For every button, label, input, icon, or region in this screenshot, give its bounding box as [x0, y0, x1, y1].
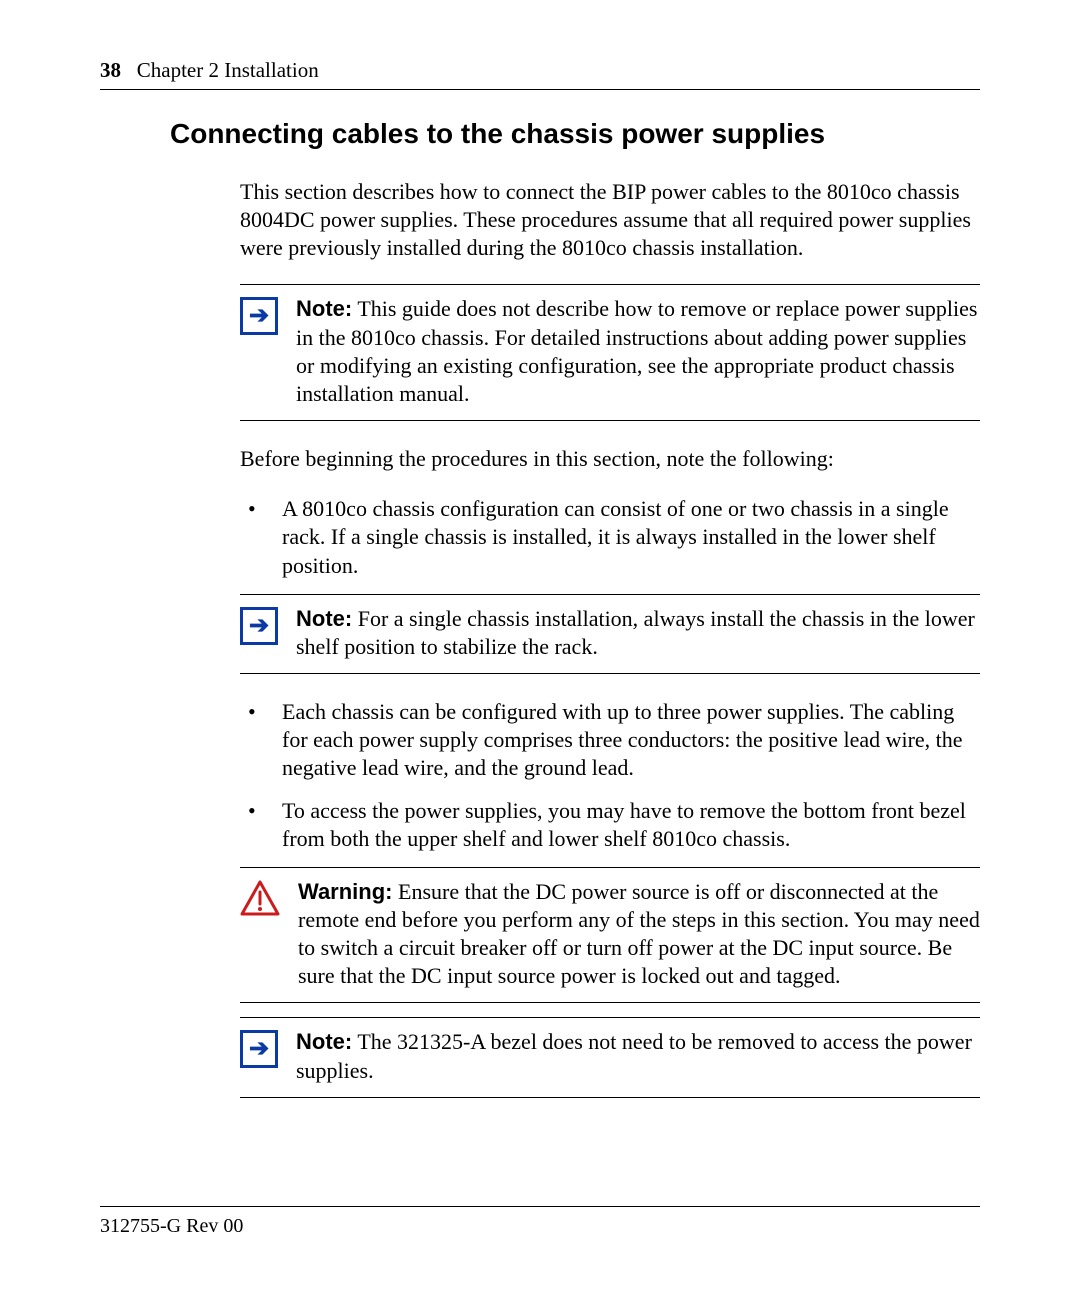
note-body: For a single chassis installation, alway… — [296, 606, 975, 659]
running-header: 38 Chapter 2 Installation — [100, 58, 980, 90]
paragraph: Before beginning the procedures in this … — [240, 445, 980, 473]
note-label: Note: — [296, 1029, 352, 1054]
list-item: A 8010co chassis configuration can consi… — [240, 495, 980, 579]
intro-paragraph: This section describes how to connect th… — [240, 178, 980, 262]
list-item: Each chassis can be configured with up t… — [240, 698, 980, 782]
arrow-right-icon: ➔ — [249, 614, 269, 638]
bullet-list: A 8010co chassis configuration can consi… — [240, 495, 980, 579]
note-label: Note: — [296, 606, 352, 631]
body-column: This section describes how to connect th… — [240, 178, 980, 1098]
page: 38 Chapter 2 Installation Connecting cab… — [0, 0, 1080, 1296]
arrow-right-icon: ➔ — [249, 1037, 269, 1061]
note-body: This guide does not describe how to remo… — [296, 296, 977, 405]
note-icon: ➔ — [240, 1030, 278, 1068]
note-callout: ➔ Note: For a single chassis installatio… — [240, 594, 980, 674]
section-heading: Connecting cables to the chassis power s… — [170, 118, 980, 150]
list-item: To access the power supplies, you may ha… — [240, 797, 980, 853]
page-number: 38 — [100, 58, 121, 82]
arrow-right-icon: ➔ — [249, 304, 269, 328]
note-text: Note: For a single chassis installation,… — [296, 605, 980, 661]
warning-callout: Warning: Ensure that the DC power source… — [240, 867, 980, 1004]
warning-label: Warning: — [298, 879, 393, 904]
warning-icon — [240, 880, 280, 921]
note-icon: ➔ — [240, 297, 278, 335]
bullet-list: Each chassis can be configured with up t… — [240, 698, 980, 853]
warning-text: Warning: Ensure that the DC power source… — [298, 878, 980, 991]
note-text: Note: This guide does not describe how t… — [296, 295, 980, 408]
doc-id: 312755-G Rev 00 — [100, 1215, 243, 1237]
note-label: Note: — [296, 296, 352, 321]
note-icon: ➔ — [240, 607, 278, 645]
note-body: The 321325-A bezel does not need to be r… — [296, 1029, 972, 1082]
chapter-title: Chapter 2 Installation — [137, 58, 319, 82]
warning-body: Ensure that the DC power source is off o… — [298, 879, 980, 988]
footer: 312755-G Rev 00 — [100, 1206, 980, 1238]
note-text: Note: The 321325-A bezel does not need t… — [296, 1028, 980, 1084]
note-callout: ➔ Note: This guide does not describe how… — [240, 284, 980, 421]
note-callout: ➔ Note: The 321325-A bezel does not need… — [240, 1017, 980, 1097]
